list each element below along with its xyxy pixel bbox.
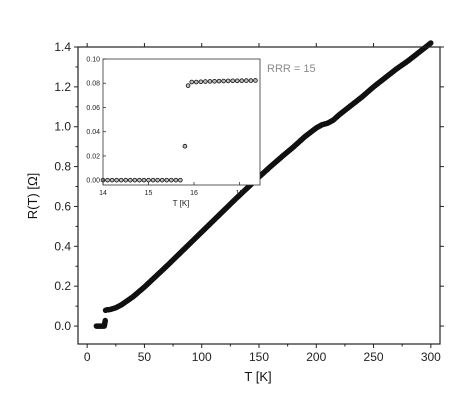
main-x-tick-label: 100: [192, 350, 212, 364]
inset-data-point: [234, 78, 240, 84]
inset-y-tick-label: 0.06: [86, 105, 100, 112]
inset-data-point: [216, 78, 222, 84]
inset-data-point: [146, 177, 151, 183]
inset-y-tick-label: 0.04: [86, 129, 100, 136]
inset-data-point: [164, 177, 170, 183]
main-y-axis-title: R(T) [Ω]: [25, 173, 40, 220]
main-x-tick-label: 200: [306, 350, 326, 364]
inset-y-tick-label: 0.08: [86, 81, 100, 88]
inset-data-point: [207, 79, 213, 84]
inset-data-point: [189, 79, 195, 85]
inset-data-point: [193, 79, 199, 85]
main-x-tick-label: 150: [249, 350, 269, 364]
inset-data-point: [141, 177, 147, 183]
inset-x-axis-title: T [K]: [173, 199, 190, 208]
inset-y-tick-label: 0.02: [86, 153, 100, 160]
main-x-tick-label: 50: [138, 350, 152, 364]
inset-data-point: [244, 78, 249, 83]
inset-data-point: [150, 177, 156, 183]
inset-data-point: [128, 177, 133, 183]
inset-data-point: [239, 78, 245, 83]
main-x-tick-label: 300: [421, 350, 441, 364]
inset-data-point: [185, 83, 191, 88]
inset-data-point: [159, 177, 165, 183]
inset-data-point: [221, 78, 226, 84]
inset-data-point: [253, 78, 258, 83]
inset-data-point: [212, 78, 217, 84]
main-y-tick-label: 1.2: [54, 80, 71, 94]
main-axis-ticks: 0 50 100 150 200 250 300 0.0 0.2 0.4 0.6 0.8 1.0 1.2 1…: [54, 40, 444, 364]
main-y-tick-label: 1.4: [54, 40, 71, 54]
inset-x-tick-label: 15: [145, 190, 153, 197]
inset-data-point: [168, 177, 174, 183]
main-y-tick-label: 0.8: [54, 160, 71, 174]
inset-background: [103, 59, 260, 185]
rrr-annotation: RRR = 15: [267, 63, 316, 75]
main-y-tick-label: 1.0: [54, 120, 71, 134]
inset-data-point: [178, 177, 183, 183]
main-y-tick-label: 0.4: [54, 239, 71, 253]
inset-data-point: [132, 177, 138, 183]
inset-data-point: [198, 79, 204, 85]
inset-data-point: [173, 177, 179, 183]
main-y-tick-label: 0.2: [54, 279, 71, 293]
inset-data-point: [123, 177, 129, 183]
inset-data-point: [105, 177, 110, 183]
main-x-tick-label: 0: [84, 350, 91, 364]
main-data-point: [102, 317, 108, 324]
main-y-tick-label: 0.6: [54, 199, 71, 213]
inset-data-point: [118, 177, 124, 183]
inset-x-tick-label: 14: [99, 190, 107, 197]
main-x-axis-title: T [K]: [244, 369, 271, 384]
inset-y-tick-label: 0.00: [86, 178, 100, 185]
inset-plot-frame: [102, 58, 261, 186]
inset-x-tick-label: 16: [190, 190, 198, 197]
inset-data-point: [109, 177, 115, 183]
main-y-tick-label: 0.0: [54, 319, 71, 333]
inset-data-points: [100, 78, 258, 183]
inset-data-point: [230, 78, 236, 84]
inset-data-point: [203, 79, 208, 84]
inset-data-point: [137, 177, 142, 183]
inset-data-point: [248, 78, 254, 83]
inset-data-point: [225, 78, 231, 84]
inset-axis-ticks: 14 15 16 17 0.00 0.02 0.04 0.06 0.08 0.10: [86, 57, 243, 198]
inset-y-tick-label: 0.10: [86, 57, 100, 64]
inset-data-point: [114, 177, 119, 183]
inset-x-tick-label: 17: [236, 190, 244, 197]
inset-data-point: [182, 143, 188, 149]
main-x-tick-label: 250: [364, 350, 384, 364]
inset-data-point: [155, 177, 160, 183]
